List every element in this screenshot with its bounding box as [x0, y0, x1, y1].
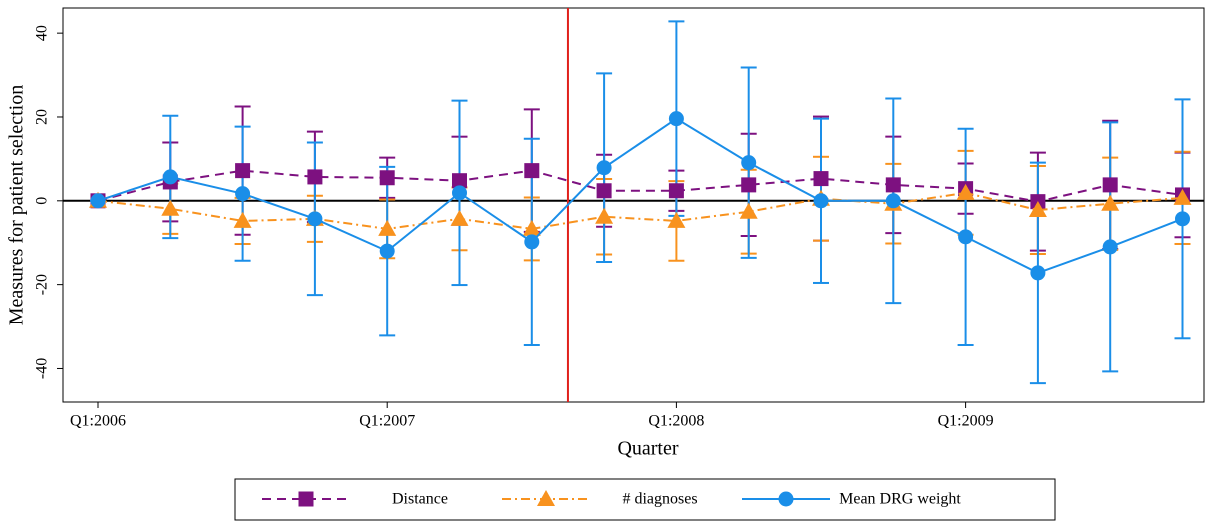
- legend-box: [234, 478, 1056, 521]
- data-point: [885, 193, 901, 209]
- data-point: [739, 202, 758, 219]
- data-point: [307, 211, 323, 227]
- data-point: [307, 169, 323, 185]
- y-tick-label: 40: [34, 25, 51, 41]
- y-tick-label: 20: [34, 109, 51, 125]
- data-point: [668, 183, 684, 199]
- data-point: [813, 193, 829, 209]
- data-point: [1101, 194, 1120, 211]
- data-point: [596, 183, 612, 199]
- legend-marker: [298, 491, 314, 507]
- x-tick-label: Q1:2007: [359, 413, 415, 430]
- series-line: [97, 191, 1183, 230]
- data-point: [595, 207, 614, 224]
- series-line: [97, 169, 1183, 203]
- y-axis-title: Measures for patient selection: [6, 85, 28, 325]
- data-point: [452, 185, 467, 201]
- series-line: [97, 117, 1183, 274]
- legend-label: Distance: [392, 491, 448, 508]
- data-point: [235, 186, 251, 202]
- data-point: [596, 160, 612, 176]
- data-point: [235, 163, 251, 179]
- data-point: [90, 193, 106, 209]
- data-point: [524, 163, 540, 179]
- x-tick-label: Q1:2009: [938, 413, 994, 430]
- data-point: [1030, 265, 1046, 281]
- data-point: [379, 170, 395, 186]
- y-tick-label: -40: [34, 358, 51, 379]
- data-point: [161, 199, 180, 216]
- data-point: [1175, 211, 1190, 227]
- data-point: [958, 229, 974, 245]
- data-point: [378, 219, 397, 236]
- data-point: [668, 111, 684, 127]
- data-point: [450, 209, 469, 226]
- data-point: [162, 169, 178, 185]
- x-axis-title: Quarter: [617, 438, 678, 460]
- data-point: [452, 173, 467, 189]
- data-point: [1173, 188, 1192, 205]
- data-point: [1102, 177, 1118, 193]
- data-point: [1102, 239, 1118, 255]
- data-point: [885, 177, 901, 193]
- x-tick-label: Q1:2008: [648, 413, 704, 430]
- legend-marker: [537, 490, 555, 506]
- legend-label: # diagnoses: [622, 491, 697, 508]
- y-tick-label: -20: [34, 274, 51, 295]
- data-point: [522, 219, 541, 236]
- x-tick-label: Q1:2006: [70, 413, 126, 430]
- data-point: [379, 243, 395, 259]
- data-point: [956, 183, 975, 200]
- data-point: [741, 177, 757, 193]
- plot-frame: [62, 7, 1205, 403]
- legend-marker: [778, 491, 794, 507]
- data-point: [813, 171, 829, 187]
- legend-label: Mean DRG weight: [839, 491, 961, 508]
- data-point: [741, 155, 757, 171]
- data-point: [667, 211, 686, 228]
- y-tick-label: 0: [34, 197, 51, 205]
- data-point: [233, 211, 252, 228]
- data-point: [1028, 201, 1047, 218]
- data-point: [524, 234, 540, 250]
